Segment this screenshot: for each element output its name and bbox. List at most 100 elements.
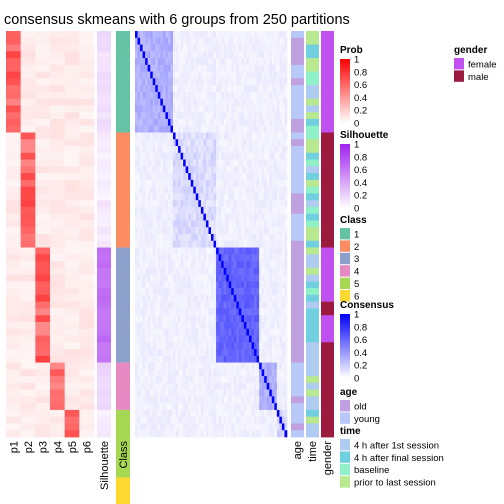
consensus-cell bbox=[241, 166, 245, 174]
consensus-cell bbox=[135, 261, 138, 269]
prob-cell bbox=[64, 288, 80, 296]
prob-cell bbox=[20, 118, 36, 127]
consensus-cell bbox=[193, 118, 197, 127]
prob-cell bbox=[64, 430, 80, 438]
consensus-cell bbox=[213, 409, 217, 417]
consensus-cell bbox=[276, 321, 280, 330]
consensus-cell bbox=[218, 193, 222, 201]
prob-column-label: p1 bbox=[8, 441, 20, 453]
consensus-cell bbox=[185, 376, 189, 384]
consensus-cell bbox=[173, 37, 176, 45]
consensus-cell bbox=[160, 247, 164, 255]
consensus-cell bbox=[200, 349, 204, 357]
consensus-cell bbox=[281, 416, 285, 424]
consensus-cell bbox=[249, 382, 252, 390]
age-cell bbox=[291, 369, 304, 377]
consensus-cell bbox=[152, 31, 156, 39]
consensus-cell bbox=[173, 362, 176, 370]
consensus-cell bbox=[142, 247, 146, 255]
consensus-cell bbox=[216, 389, 219, 397]
prob-heatmap bbox=[6, 31, 95, 438]
consensus-cell bbox=[167, 409, 171, 417]
class-legend-swatch bbox=[340, 265, 350, 277]
silhouette-cell bbox=[97, 31, 111, 39]
consensus-cell bbox=[254, 423, 257, 431]
consensus-cell bbox=[178, 139, 181, 147]
consensus-cell bbox=[150, 234, 154, 242]
consensus-cell bbox=[236, 416, 240, 424]
consensus-cell bbox=[160, 389, 164, 397]
consensus-cell bbox=[236, 389, 240, 397]
consensus-cell bbox=[279, 267, 283, 275]
consensus-cell bbox=[203, 173, 207, 181]
silhouette-legend-title: Silhouette bbox=[340, 130, 389, 141]
consensus-cell bbox=[205, 403, 209, 411]
consensus-cell bbox=[254, 227, 257, 235]
prob-cell bbox=[20, 78, 36, 86]
consensus-cell bbox=[200, 423, 204, 431]
consensus-cell bbox=[157, 44, 161, 52]
consensus-cell bbox=[152, 173, 156, 181]
prob-cell bbox=[79, 193, 95, 201]
time-cell bbox=[306, 146, 319, 154]
consensus-cell bbox=[284, 349, 288, 357]
consensus-cell bbox=[246, 267, 250, 275]
consensus-cell bbox=[135, 213, 138, 221]
consensus-cell bbox=[284, 254, 288, 262]
consensus-cell bbox=[249, 71, 252, 79]
consensus-cell bbox=[185, 37, 189, 45]
consensus-cell bbox=[155, 139, 159, 147]
consensus-cell bbox=[193, 349, 197, 357]
consensus-cell bbox=[256, 355, 260, 363]
consensus-cell bbox=[193, 274, 197, 282]
consensus-cell bbox=[246, 166, 250, 174]
consensus-cell bbox=[281, 139, 285, 147]
consensus-cell bbox=[203, 301, 207, 309]
consensus-cell bbox=[183, 261, 186, 269]
consensus-cell bbox=[195, 64, 199, 72]
consensus-cell bbox=[241, 423, 245, 431]
consensus-cell bbox=[218, 125, 222, 133]
consensus-cell bbox=[276, 315, 280, 323]
consensus-cell bbox=[185, 261, 189, 269]
consensus-cell bbox=[213, 85, 217, 93]
consensus-cell bbox=[218, 51, 222, 59]
consensus-cell bbox=[208, 430, 212, 438]
consensus-cell bbox=[193, 125, 197, 133]
consensus-cell bbox=[213, 240, 217, 248]
consensus-cell bbox=[271, 112, 275, 120]
consensus-cell bbox=[157, 220, 161, 228]
consensus-cell bbox=[140, 294, 143, 302]
consensus-cell bbox=[279, 288, 283, 296]
consensus-cell bbox=[226, 335, 230, 343]
prob-cell bbox=[6, 288, 22, 296]
consensus-cell bbox=[173, 409, 176, 417]
consensus-cell bbox=[183, 125, 186, 133]
consensus-cell bbox=[203, 112, 207, 120]
consensus-cell bbox=[140, 369, 143, 377]
consensus-cell bbox=[145, 274, 148, 282]
consensus-cell bbox=[274, 152, 278, 160]
consensus-cell bbox=[264, 220, 268, 228]
consensus-cell bbox=[231, 112, 235, 120]
consensus-cell bbox=[170, 349, 174, 357]
consensus-cell bbox=[266, 376, 270, 384]
consensus-cell bbox=[233, 132, 237, 140]
consensus-cell bbox=[135, 152, 138, 160]
consensus-cell bbox=[281, 409, 285, 417]
consensus-cell bbox=[142, 389, 146, 397]
consensus-cell bbox=[221, 294, 224, 302]
prob-cell bbox=[35, 85, 51, 93]
prob-cell bbox=[50, 78, 66, 86]
consensus-cell bbox=[226, 179, 230, 187]
silhouette-cell bbox=[97, 213, 111, 221]
consensus-cell bbox=[233, 118, 237, 127]
consensus-cell bbox=[178, 91, 181, 99]
consensus-cell bbox=[218, 315, 222, 323]
consensus-cell bbox=[198, 213, 202, 221]
consensus-cell bbox=[208, 166, 212, 174]
consensus-cell bbox=[238, 146, 242, 154]
class-column-label: Class bbox=[118, 441, 130, 469]
consensus-cell bbox=[152, 152, 156, 160]
consensus-cell bbox=[238, 294, 242, 302]
